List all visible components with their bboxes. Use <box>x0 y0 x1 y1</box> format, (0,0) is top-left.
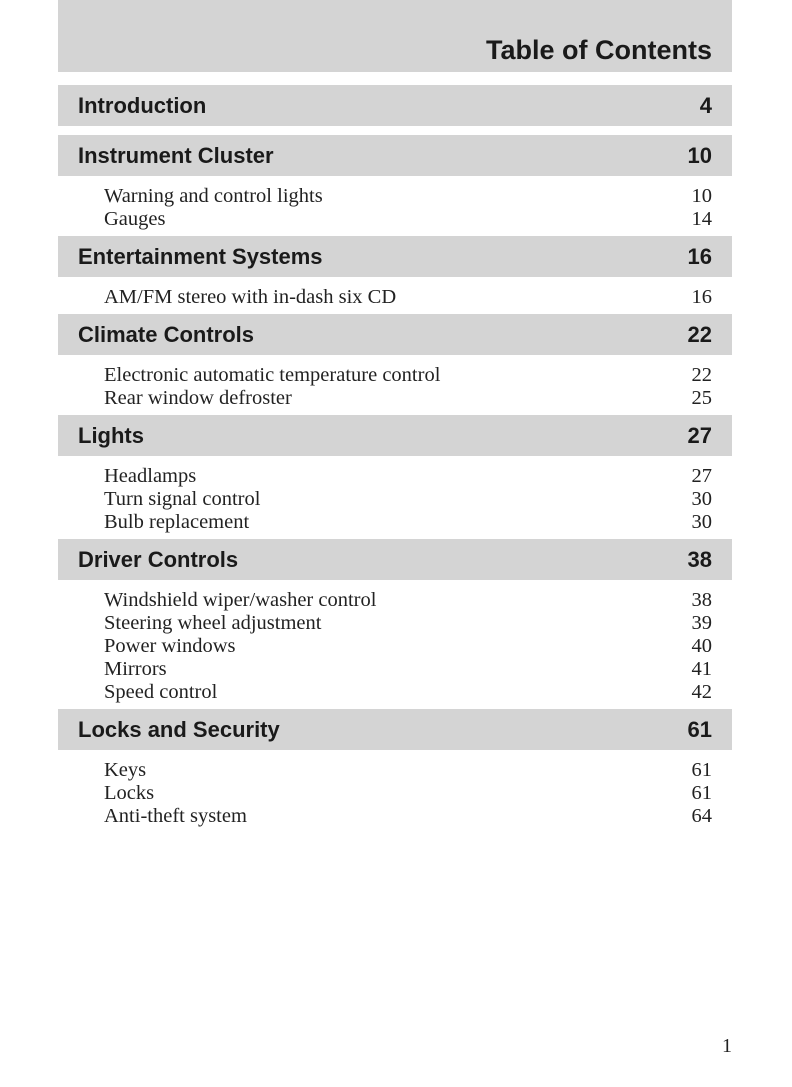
entry-title: Steering wheel adjustment <box>104 612 322 634</box>
entry-title: Headlamps <box>104 465 197 487</box>
entry-page: 38 <box>691 589 713 611</box>
section-heading[interactable]: Introduction 4 <box>58 85 732 126</box>
entry-page: 40 <box>691 635 713 657</box>
toc-entry[interactable]: Gauges 14 <box>104 208 712 231</box>
toc-section: Climate Controls 22 Electronic automatic… <box>58 314 732 415</box>
section-page: 38 <box>687 546 712 572</box>
section-items: Electronic automatic temperature control… <box>58 355 732 415</box>
toc-entry[interactable]: AM/FM stereo with in-dash six CD 16 <box>104 286 712 309</box>
section-items: Warning and control lights 10 Gauges 14 <box>58 176 732 236</box>
section-items: Keys 61 Locks 61 Anti-theft system 64 <box>58 750 732 833</box>
entry-title: Rear window defroster <box>104 387 292 409</box>
entry-title: Power windows <box>104 635 236 657</box>
toc-entry[interactable]: Windshield wiper/washer control 38 <box>104 589 712 612</box>
section-page: 61 <box>687 716 712 742</box>
toc-section: Driver Controls 38 Windshield wiper/wash… <box>58 539 732 709</box>
toc-section: Instrument Cluster 10 Warning and contro… <box>58 135 732 236</box>
toc-entry[interactable]: Headlamps 27 <box>104 465 712 488</box>
section-title: Locks and Security <box>78 716 280 742</box>
entry-title: Bulb replacement <box>104 511 250 533</box>
section-title: Lights <box>78 422 144 448</box>
entry-page: 39 <box>691 612 713 634</box>
toc-entry[interactable]: Bulb replacement 30 <box>104 511 712 534</box>
section-page: 4 <box>699 92 712 118</box>
section-items: AM/FM stereo with in-dash six CD 16 <box>58 277 732 314</box>
entry-title: Mirrors <box>104 658 167 680</box>
section-heading[interactable]: Lights 27 <box>58 415 732 456</box>
section-title: Introduction <box>78 92 207 118</box>
entry-page: 42 <box>691 681 713 703</box>
section-title: Entertainment Systems <box>78 243 323 269</box>
toc-entry[interactable]: Rear window defroster 25 <box>104 387 712 410</box>
entry-title: Speed control <box>104 681 218 703</box>
toc-entry[interactable]: Anti-theft system 64 <box>104 805 712 828</box>
entry-title: Windshield wiper/washer control <box>104 589 377 611</box>
toc-section: Introduction 4 <box>58 85 732 126</box>
entry-page: 30 <box>691 511 713 533</box>
page-title: Table of Contents <box>486 35 712 65</box>
entry-page: 64 <box>691 805 713 827</box>
section-items: Headlamps 27 Turn signal control 30 Bulb… <box>58 456 732 539</box>
entry-title: Turn signal control <box>104 488 261 510</box>
section-title: Driver Controls <box>78 546 239 572</box>
entry-page: 16 <box>691 286 713 308</box>
section-items: Windshield wiper/washer control 38 Steer… <box>58 580 732 709</box>
section-heading[interactable]: Driver Controls 38 <box>58 539 732 580</box>
toc-entry[interactable]: Turn signal control 30 <box>104 488 712 511</box>
section-page: 27 <box>687 422 712 448</box>
section-heading[interactable]: Locks and Security 61 <box>58 709 732 750</box>
toc-section: Entertainment Systems 16 AM/FM stereo wi… <box>58 236 732 314</box>
entry-title: Locks <box>104 782 155 804</box>
section-page: 16 <box>687 243 712 269</box>
toc-entry[interactable]: Electronic automatic temperature control… <box>104 364 712 387</box>
toc-entry[interactable]: Keys 61 <box>104 759 712 782</box>
entry-title: Anti-theft system <box>104 805 247 827</box>
section-heading[interactable]: Climate Controls 22 <box>58 314 732 355</box>
entry-page: 22 <box>691 364 713 386</box>
toc-section: Lights 27 Headlamps 27 Turn signal contr… <box>58 415 732 539</box>
toc-entry[interactable]: Locks 61 <box>104 782 712 805</box>
entry-title: Gauges <box>104 208 166 230</box>
toc-entry[interactable]: Power windows 40 <box>104 635 712 658</box>
entry-page: 25 <box>691 387 713 409</box>
entry-title: AM/FM stereo with in-dash six CD <box>104 286 397 308</box>
entry-page: 41 <box>691 658 713 680</box>
toc-section: Locks and Security 61 Keys 61 Locks 61 A… <box>58 709 732 833</box>
entry-page: 10 <box>691 185 713 207</box>
toc-entry[interactable]: Mirrors 41 <box>104 658 712 681</box>
section-heading[interactable]: Instrument Cluster 10 <box>58 135 732 176</box>
entry-page: 14 <box>691 208 713 230</box>
section-page: 10 <box>687 142 712 168</box>
entry-title: Keys <box>104 759 147 781</box>
section-title: Instrument Cluster <box>78 142 274 168</box>
section-heading[interactable]: Entertainment Systems 16 <box>58 236 732 277</box>
entry-page: 27 <box>691 465 713 487</box>
table-of-contents: Introduction 4 Instrument Cluster 10 War… <box>58 85 732 833</box>
section-title: Climate Controls <box>78 321 255 347</box>
entry-page: 30 <box>691 488 713 510</box>
toc-entry[interactable]: Speed control 42 <box>104 681 712 704</box>
toc-header: Table of Contents <box>58 0 732 72</box>
entry-page: 61 <box>691 782 713 804</box>
entry-page: 61 <box>691 759 713 781</box>
toc-entry[interactable]: Warning and control lights 10 <box>104 185 712 208</box>
entry-title: Electronic automatic temperature control <box>104 364 441 386</box>
entry-title: Warning and control lights <box>104 185 323 207</box>
toc-entry[interactable]: Steering wheel adjustment 39 <box>104 612 712 635</box>
section-page: 22 <box>687 321 712 347</box>
page-number: 1 <box>722 1035 732 1057</box>
